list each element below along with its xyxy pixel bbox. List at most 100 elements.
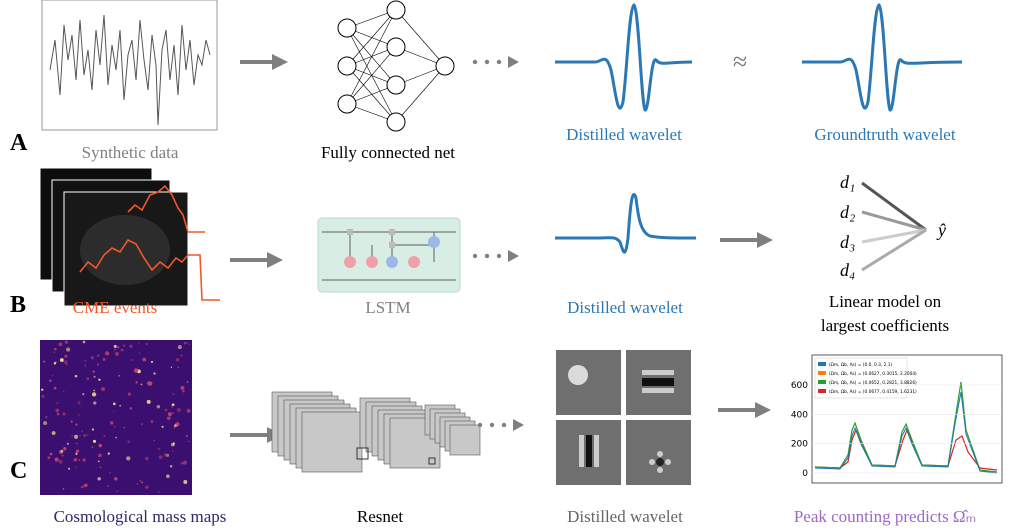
peak [157,405,160,408]
dot [485,254,489,258]
peak [79,435,81,437]
distilled-label: Distilled wavelet [567,298,683,317]
figure: A Synthetic data Fully connected net Dis… [0,0,1011,531]
legend-swatch [818,389,826,393]
peak [71,435,73,437]
coefficient: d₂ [840,202,855,222]
peak [93,390,95,392]
peak [58,460,62,464]
peak [172,412,174,414]
y-tick-label: 0 [802,469,808,479]
peak [145,457,149,461]
peak [174,424,177,427]
peak [63,391,65,393]
peak [41,389,43,391]
peak [136,483,137,484]
peak [50,453,53,456]
peak [82,458,85,461]
y-tick-label: 600 [791,381,808,391]
peak [76,443,78,445]
dots-arrow [473,250,519,262]
peak [55,458,59,462]
peak [158,448,160,450]
panel-label: B [10,292,26,318]
peak [172,450,173,451]
model-label: Fully connected net [321,143,455,162]
peak [55,409,59,413]
peak [63,488,64,489]
peak [98,461,100,463]
linear-model [862,183,926,270]
peak [184,342,187,345]
panel-label: A [10,130,28,156]
peak [146,343,148,345]
peak [85,360,87,362]
peak [52,375,54,377]
peak [170,465,172,467]
peak [147,381,151,385]
peak [153,440,155,442]
peak [97,354,100,357]
node [387,1,405,19]
peak [176,358,179,361]
edge [396,66,445,122]
legend-entry: (Ωm, Ωb, As) = (0.0, 0.3, 2.1) [829,362,892,368]
peak [83,484,87,488]
legend-entry: (Ωm, Ωb, As) = (0.0677, 0.4159, 1.6231) [829,389,917,395]
peak [41,395,44,398]
peak [86,377,89,380]
peak [52,431,56,435]
peak [124,427,126,429]
peak [49,379,52,382]
peak [94,376,96,378]
peak [97,477,100,480]
peak [187,409,191,413]
peak [66,347,70,351]
result-label: Peak counting predicts Ω̂ₘ [794,507,976,526]
node [436,57,454,75]
peak [92,392,96,396]
peak [189,344,190,345]
peak [121,349,124,352]
linear-label: largest coefficients [821,316,949,335]
peak [57,413,60,416]
block [302,412,362,472]
neural-net [338,1,454,131]
peak [178,345,182,349]
peak [93,401,96,404]
dot [497,60,501,64]
legend-entry: (Ωm, Ωb, As) = (0.0627, 0.3015, 2.2004) [829,371,917,377]
peak [174,427,175,428]
peak [108,452,110,454]
dots-arrow [478,419,524,431]
peak [92,447,93,448]
peak [55,362,56,363]
peak [171,443,175,447]
distilled-wavelet [555,5,692,110]
peak [177,366,179,368]
peak [119,405,121,407]
peak [142,358,146,362]
model-label: LSTM [365,298,410,317]
block [450,425,480,455]
distilled-label: Distilled wavelet [566,125,682,144]
dot [478,423,482,427]
node [387,113,405,131]
peak [98,453,102,457]
linear-label: Linear model on [829,292,942,311]
node [387,38,405,56]
peak [110,421,113,424]
peak [147,400,151,404]
peak [145,486,148,489]
peak [138,343,139,344]
peak [107,485,109,487]
peak [74,458,77,461]
peak [71,421,73,423]
peak [62,412,65,415]
peak [151,361,153,363]
peak [134,368,138,372]
dots-arrow [473,56,519,68]
peak [171,406,172,407]
peak [100,466,102,468]
peak [47,456,50,459]
